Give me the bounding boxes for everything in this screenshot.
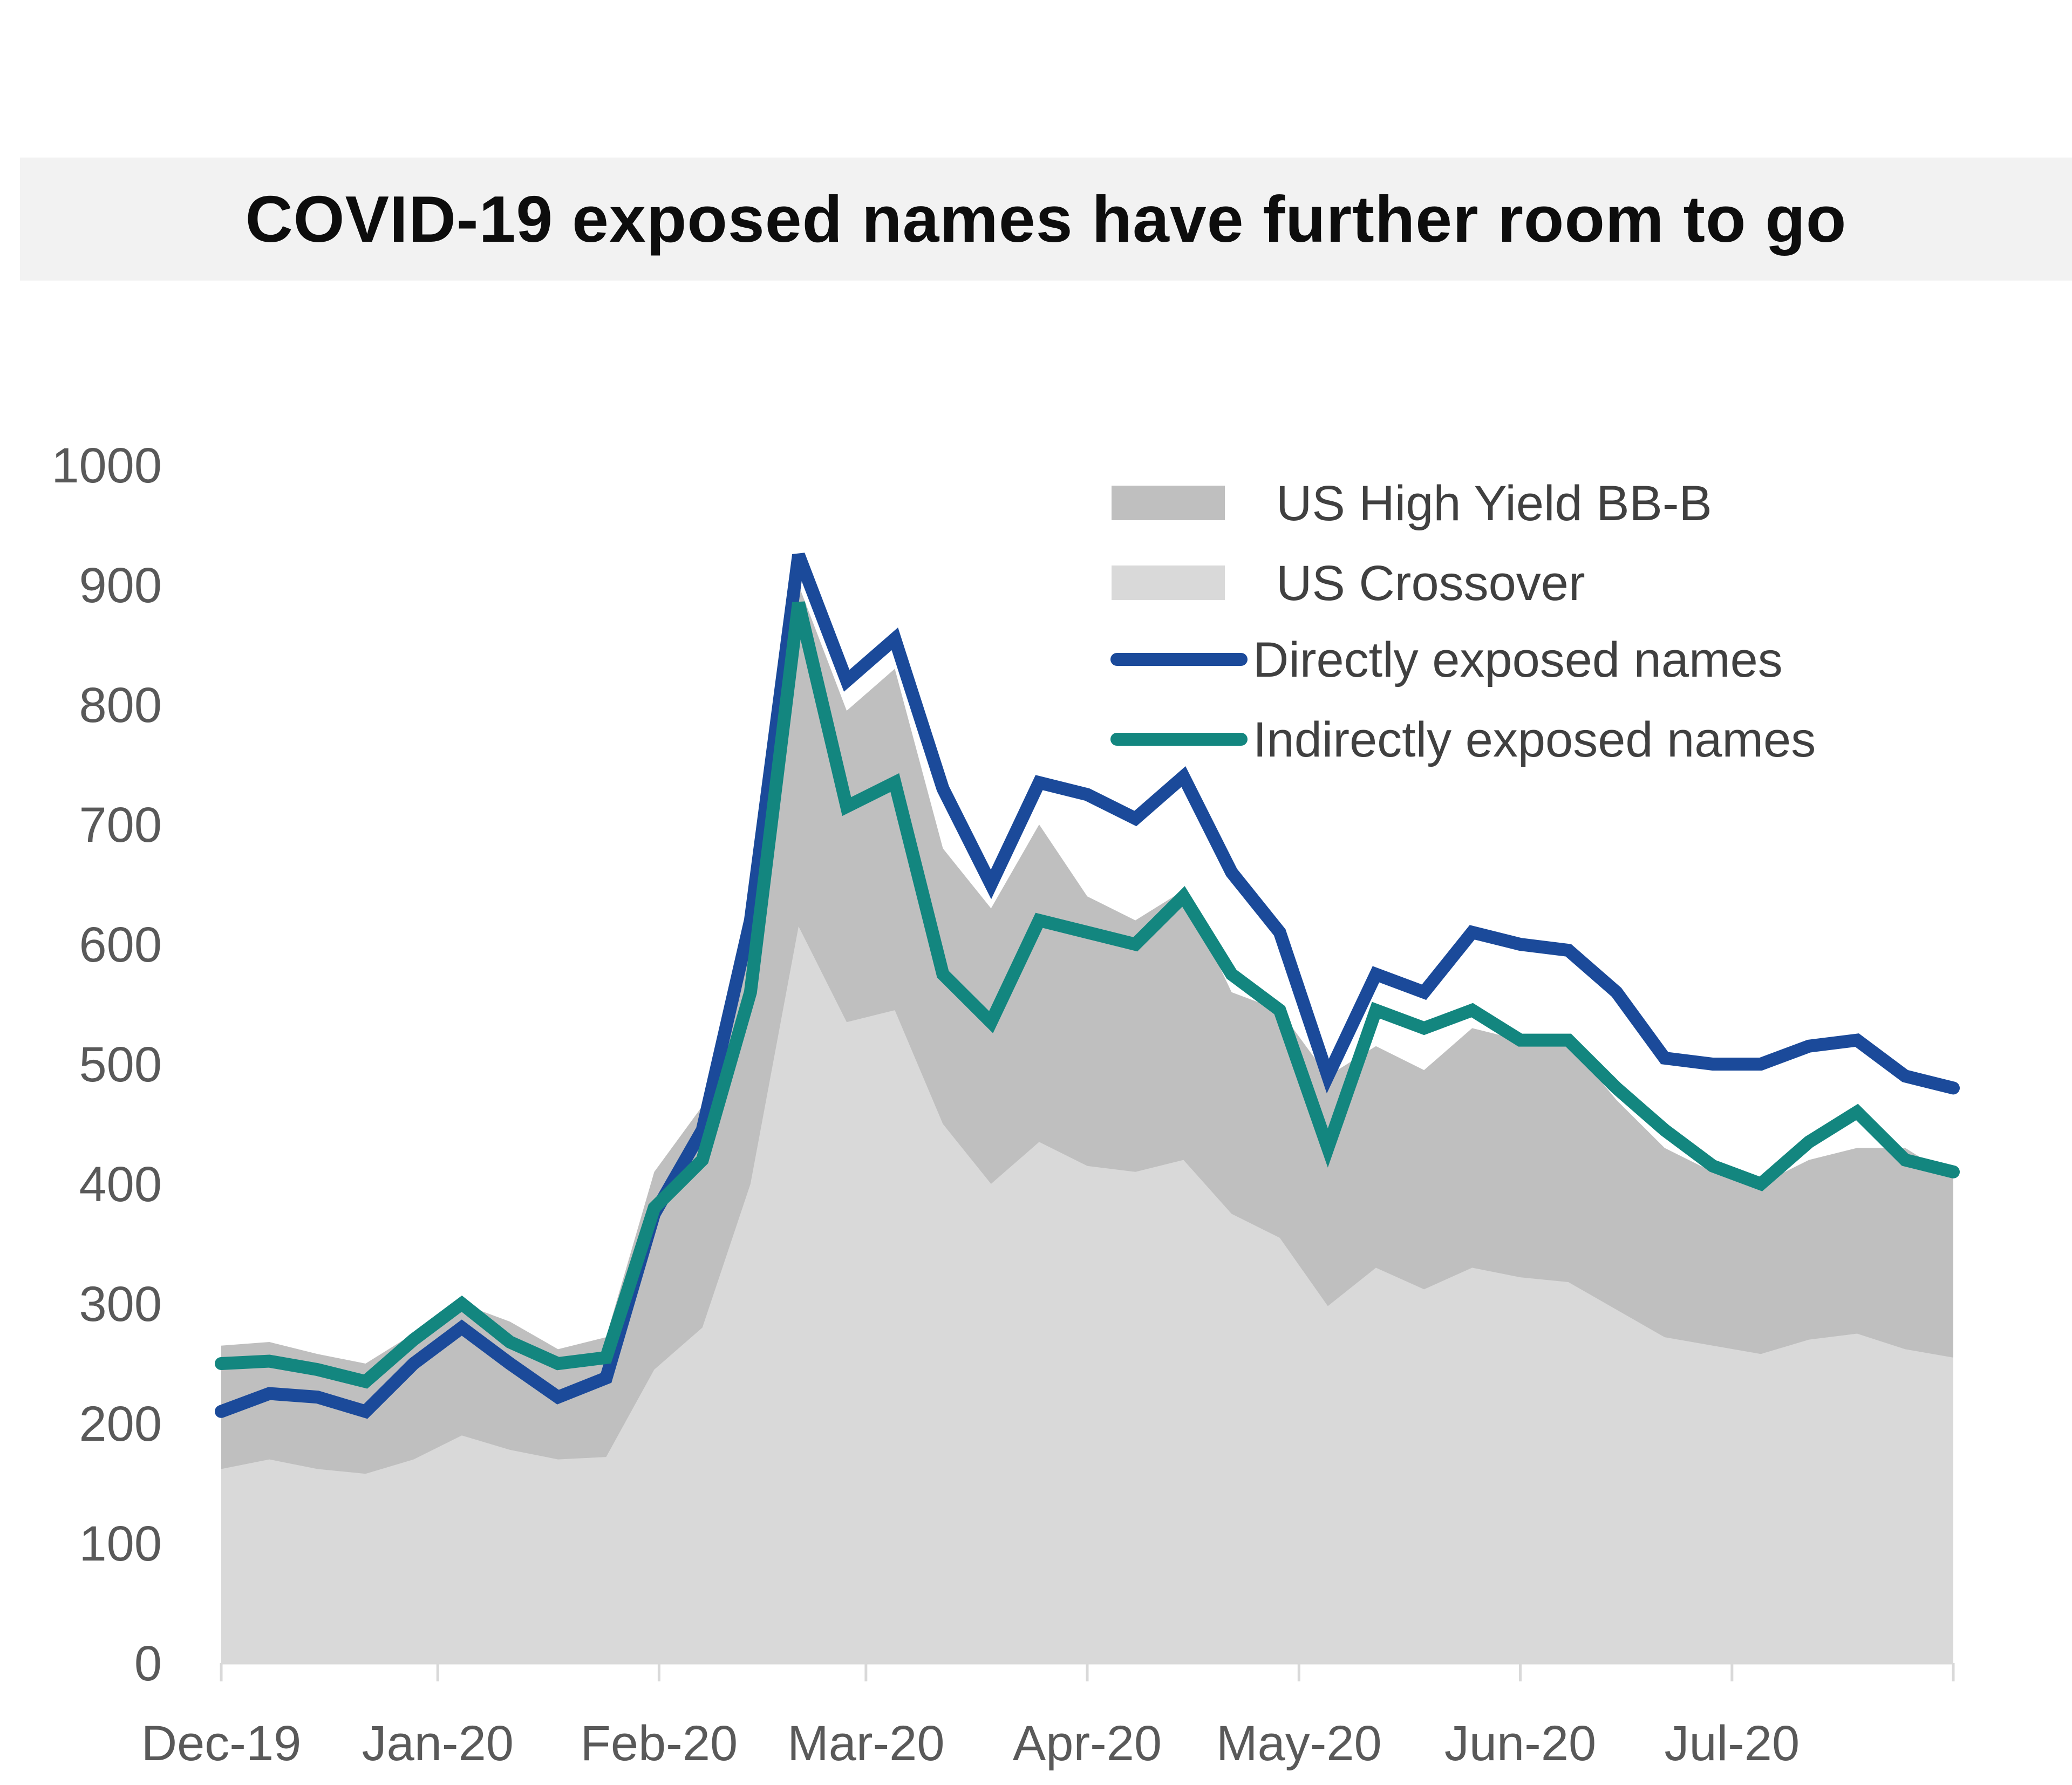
- line-indirectly-exposed-names: [215, 601, 1960, 1389]
- x-tick-label: Dec-19: [141, 1716, 302, 1771]
- legend-us-high-yield-bb-b-label: US High Yield BB-B: [1276, 476, 1712, 531]
- area-series-group: [221, 585, 1953, 1663]
- y-tick-label: 800: [79, 678, 162, 733]
- y-tick-label: 500: [79, 1037, 162, 1092]
- y-tick-label: 1000: [51, 438, 162, 493]
- y-tick-label: 0: [134, 1636, 162, 1691]
- line-series-group: [215, 553, 1960, 1419]
- y-tick-label: 300: [79, 1277, 162, 1332]
- legend-us-high-yield-bb-b-swatch: [1112, 486, 1225, 520]
- x-tick-label: Jun-20: [1444, 1716, 1596, 1771]
- y-tick-label: 600: [79, 917, 162, 972]
- x-tick-label: Jul-20: [1665, 1716, 1800, 1771]
- axes-group: 0 100 200 300 400 500 600 700 800 900 1000 Dec-19 Ja…: [51, 438, 1955, 1771]
- line-directly-exposed-names: [215, 553, 1960, 1419]
- y-tick-label: 100: [79, 1516, 162, 1571]
- chart-title-band: COVID-19 exposed names have further room…: [20, 158, 2072, 281]
- x-tick-label: May-20: [1216, 1716, 1382, 1771]
- chart-title: COVID-19 exposed names have further room…: [245, 182, 1847, 256]
- x-tick-label: Apr-20: [1013, 1716, 1162, 1771]
- legend-us-crossover-swatch: [1112, 566, 1225, 600]
- y-tick-label: 900: [79, 558, 162, 613]
- x-tick-label: Jan-20: [362, 1716, 514, 1771]
- area-us-crossover: [221, 926, 1953, 1663]
- legend-us-crossover-label: US Crossover: [1276, 556, 1585, 611]
- y-tick-label: 400: [79, 1157, 162, 1212]
- legend-directly-exposed-names-label: Directly exposed names: [1253, 632, 1783, 687]
- x-tick-label: Mar-20: [787, 1716, 944, 1771]
- y-tick-label: 200: [79, 1396, 162, 1452]
- x-tick-label: Feb-20: [581, 1716, 738, 1771]
- legend-indirectly-exposed-names-label: Indirectly exposed names: [1253, 712, 1816, 767]
- y-tick-label: 700: [79, 798, 162, 853]
- legend: US High Yield BB-B US Crossover Directly e…: [1110, 476, 1816, 767]
